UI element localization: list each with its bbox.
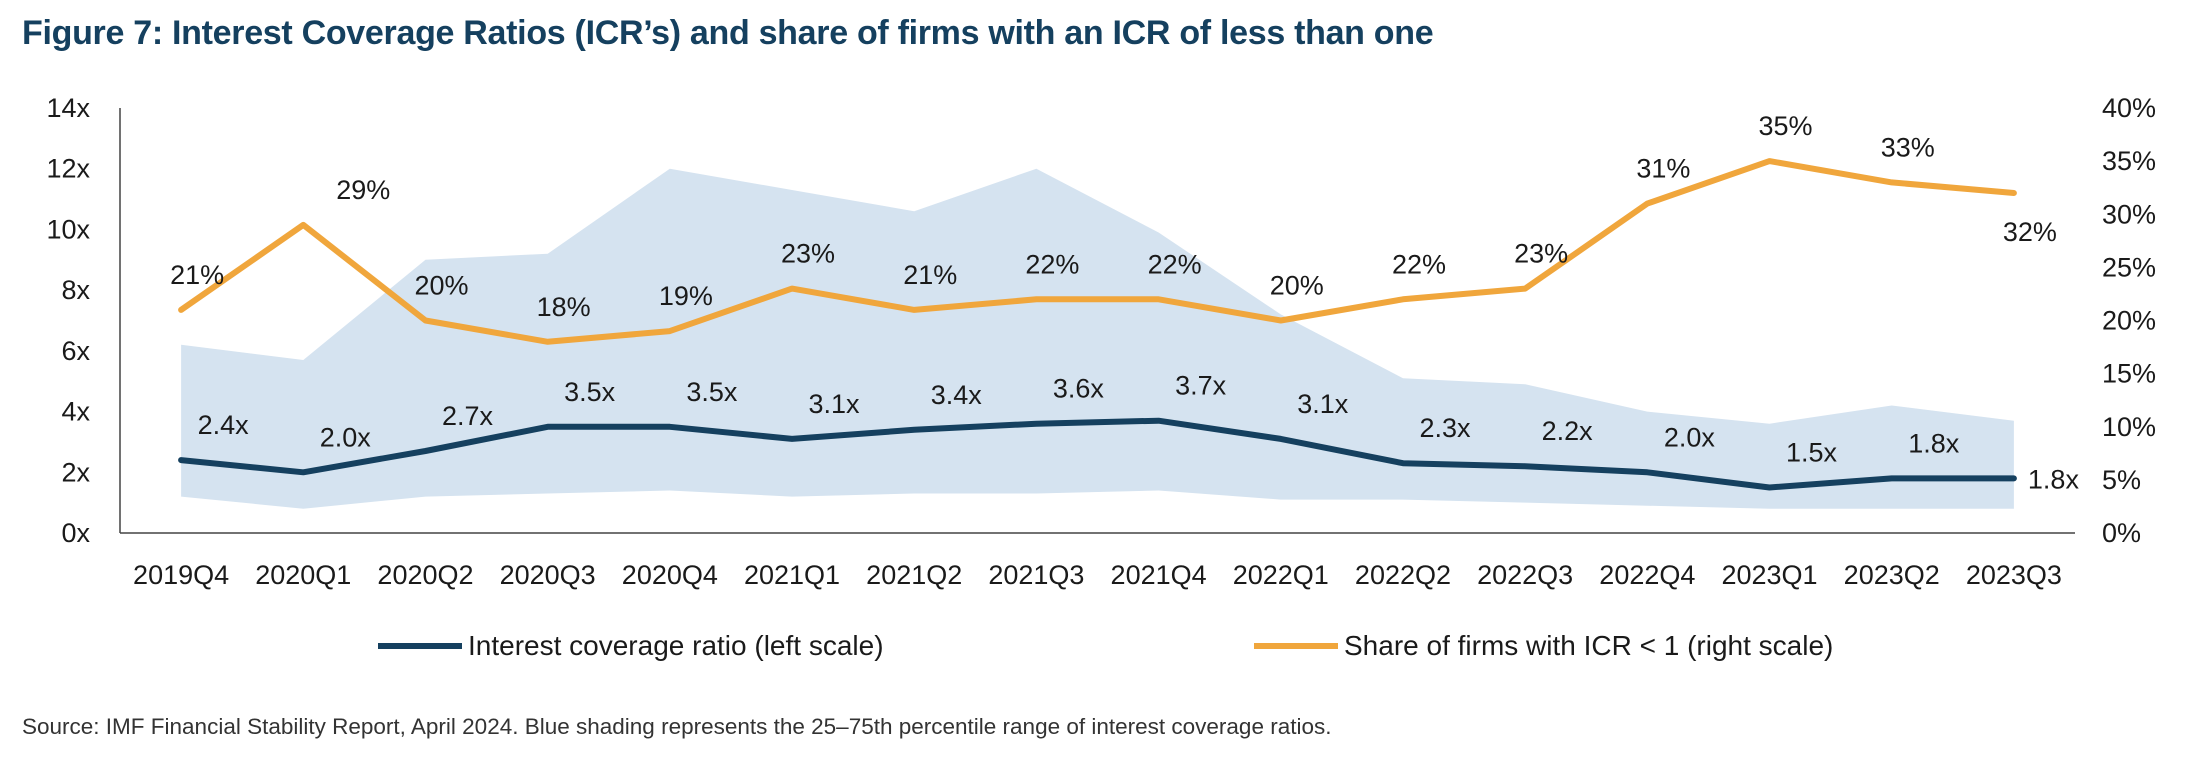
x-tick-label: 2023Q3 bbox=[1966, 560, 2062, 590]
legend-item-share: Share of firms with ICR < 1 (right scale… bbox=[1254, 630, 1833, 662]
icr-data-label: 2.7x bbox=[442, 401, 494, 431]
share-data-label: 22% bbox=[1392, 249, 1446, 279]
legend-label-icr: Interest coverage ratio (left scale) bbox=[468, 630, 884, 661]
share-data-label: 20% bbox=[1270, 271, 1324, 301]
left-tick-label: 0x bbox=[61, 518, 90, 548]
x-tick-label: 2020Q1 bbox=[255, 560, 351, 590]
share-data-label: 19% bbox=[659, 281, 713, 311]
share-data-label: 29% bbox=[336, 175, 390, 205]
x-tick-label: 2021Q1 bbox=[744, 560, 840, 590]
icr-data-label: 1.8x bbox=[2028, 464, 2080, 494]
x-tick-label: 2023Q2 bbox=[1844, 560, 1940, 590]
share-data-label: 18% bbox=[537, 292, 591, 322]
icr-data-label: 1.5x bbox=[1786, 437, 1838, 467]
x-tick-label: 2020Q2 bbox=[377, 560, 473, 590]
x-tick-label: 2020Q3 bbox=[500, 560, 596, 590]
x-tick-label: 2019Q4 bbox=[133, 560, 229, 590]
x-tick-label: 2021Q4 bbox=[1111, 560, 1207, 590]
left-tick-label: 2x bbox=[61, 457, 90, 487]
chart-title: Figure 7: Interest Coverage Ratios (ICR’… bbox=[22, 14, 1434, 52]
source-note: Source: IMF Financial Stability Report, … bbox=[22, 714, 1332, 739]
icr-data-label: 2.0x bbox=[1664, 422, 1716, 452]
left-tick-label: 12x bbox=[46, 154, 90, 184]
legend-swatch-icr bbox=[378, 643, 462, 649]
x-tick-label: 2020Q4 bbox=[622, 560, 718, 590]
share-line bbox=[178, 158, 2017, 345]
left-tick-label: 10x bbox=[46, 214, 90, 244]
icr-data-label: 2.0x bbox=[320, 422, 372, 452]
right-tick-label: 10% bbox=[2102, 412, 2156, 442]
percentile-band bbox=[181, 168, 2014, 509]
chart-area: 0x 2x 4x 6x 8x 10x 12x 14x 0% 5% 10% 15% 20% 25% 30% 35… bbox=[46, 93, 2156, 590]
left-tick-label: 14x bbox=[46, 93, 90, 123]
x-tick-label: 2021Q2 bbox=[866, 560, 962, 590]
share-data-label: 33% bbox=[1881, 132, 1935, 162]
right-tick-label: 5% bbox=[2102, 465, 2141, 495]
right-tick-label: 20% bbox=[2102, 306, 2156, 336]
icr-data-label: 2.4x bbox=[198, 410, 250, 440]
right-tick-label: 15% bbox=[2102, 359, 2156, 389]
chart-legend: Interest coverage ratio (left scale) Sha… bbox=[0, 630, 2192, 670]
icr-data-label: 3.6x bbox=[1053, 374, 1105, 404]
x-tick-label: 2021Q3 bbox=[988, 560, 1084, 590]
share-data-label: 21% bbox=[170, 260, 224, 290]
legend-item-icr: Interest coverage ratio (left scale) bbox=[378, 630, 884, 662]
share-data-label: 32% bbox=[2003, 217, 2057, 247]
icr-line bbox=[178, 417, 2017, 491]
icr-data-label: 2.2x bbox=[1542, 416, 1594, 446]
right-tick-label: 35% bbox=[2102, 146, 2156, 176]
left-tick-label: 8x bbox=[61, 275, 90, 305]
share-data-label: 22% bbox=[1148, 249, 1202, 279]
share-data-label: 22% bbox=[1025, 249, 1079, 279]
icr-data-label: 3.5x bbox=[686, 377, 738, 407]
icr-data-label: 3.5x bbox=[564, 377, 616, 407]
legend-swatch-share bbox=[1254, 643, 1338, 649]
share-data-label: 31% bbox=[1636, 154, 1690, 184]
x-tick-label: 2023Q1 bbox=[1721, 560, 1817, 590]
right-tick-label: 0% bbox=[2102, 518, 2141, 548]
legend-label-share: Share of firms with ICR < 1 (right scale… bbox=[1344, 630, 1834, 661]
left-tick-label: 6x bbox=[61, 336, 90, 366]
icr-data-label: 3.1x bbox=[1297, 389, 1349, 419]
share-data-label: 20% bbox=[414, 271, 468, 301]
x-tick-label: 2022Q3 bbox=[1477, 560, 1573, 590]
share-data-label: 35% bbox=[1759, 111, 1813, 141]
x-tick-label: 2022Q4 bbox=[1599, 560, 1695, 590]
icr-data-label: 2.3x bbox=[1419, 413, 1471, 443]
left-tick-label: 4x bbox=[61, 397, 90, 427]
icr-data-label: 3.4x bbox=[931, 380, 983, 410]
right-tick-label: 30% bbox=[2102, 199, 2156, 229]
share-data-label: 23% bbox=[1514, 239, 1568, 269]
icr-data-label: 1.8x bbox=[1908, 428, 1960, 458]
right-tick-label: 25% bbox=[2102, 252, 2156, 282]
icr-data-label: 3.1x bbox=[809, 389, 861, 419]
right-tick-label: 40% bbox=[2102, 93, 2156, 123]
x-tick-label: 2022Q2 bbox=[1355, 560, 1451, 590]
icr-data-label: 3.7x bbox=[1175, 371, 1227, 401]
share-data-label: 21% bbox=[903, 260, 957, 290]
x-tick-label: 2022Q1 bbox=[1233, 560, 1329, 590]
share-data-label: 23% bbox=[781, 239, 835, 269]
